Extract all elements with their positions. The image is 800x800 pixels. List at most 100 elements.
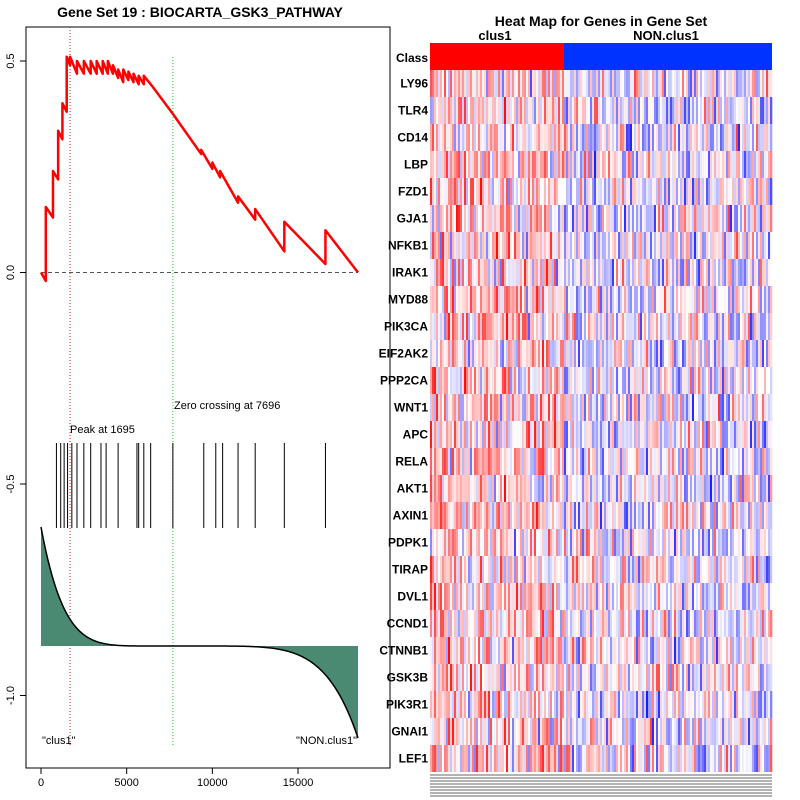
heatmap-cell xyxy=(650,232,653,259)
heatmap-cell xyxy=(440,232,443,259)
heatmap-cell xyxy=(446,718,449,745)
heatmap-cell xyxy=(532,151,535,178)
heatmap-cell xyxy=(466,502,469,529)
heatmap-cell xyxy=(504,232,507,259)
heatmap-cell xyxy=(702,205,705,232)
heatmap-cell xyxy=(554,529,557,556)
heatmap-cell xyxy=(600,529,603,556)
heatmap-cell xyxy=(640,259,643,286)
heatmap-cell xyxy=(576,421,579,448)
heatmap-cell xyxy=(658,421,661,448)
heatmap-cell xyxy=(582,340,585,367)
heatmap-cell xyxy=(722,70,725,97)
heatmap-cell xyxy=(762,286,765,313)
heatmap-cell xyxy=(730,151,733,178)
heatmap-cell xyxy=(658,178,661,205)
heatmap-cell xyxy=(658,394,661,421)
heatmap-cell xyxy=(568,583,571,610)
heatmap-cell xyxy=(640,205,643,232)
heatmap-cell xyxy=(534,313,537,340)
heatmap-cell xyxy=(680,556,683,583)
heatmap-cell xyxy=(630,286,633,313)
heatmap-cell xyxy=(578,232,581,259)
heatmap-cell xyxy=(536,664,539,691)
heatmap-cell xyxy=(576,448,579,475)
heatmap-cell xyxy=(708,232,711,259)
heatmap-cell xyxy=(448,205,451,232)
heatmap-cell xyxy=(754,529,757,556)
heatmap-cell xyxy=(728,556,731,583)
heatmap-cell xyxy=(536,583,539,610)
heatmap-cell xyxy=(684,475,687,502)
heatmap-cell xyxy=(766,583,769,610)
heatmap-cell xyxy=(560,232,563,259)
heatmap-cell xyxy=(568,259,571,286)
heatmap-cell xyxy=(484,421,487,448)
heatmap-cell xyxy=(722,502,725,529)
heatmap-cell xyxy=(584,718,587,745)
heatmap-cell xyxy=(454,529,457,556)
heatmap-cell xyxy=(434,178,437,205)
heatmap-cell xyxy=(770,313,773,340)
heatmap-cell xyxy=(616,286,619,313)
heatmap-cell xyxy=(628,232,631,259)
heatmap-cell xyxy=(442,691,445,718)
heatmap-cell xyxy=(706,286,709,313)
heatmap-cell xyxy=(448,556,451,583)
heatmap-cell xyxy=(484,97,487,124)
heatmap-cell xyxy=(720,610,723,637)
heatmap-cell xyxy=(430,97,433,124)
heatmap-cell xyxy=(510,583,513,610)
heatmap-cell xyxy=(720,502,723,529)
heatmap-cell xyxy=(682,583,685,610)
heatmap-cell xyxy=(724,151,727,178)
heatmap-cell xyxy=(604,232,607,259)
heatmap-cell xyxy=(766,178,769,205)
heatmap-cell xyxy=(654,367,657,394)
heatmap-cell xyxy=(466,583,469,610)
heatmap-cell xyxy=(724,475,727,502)
heatmap-cell xyxy=(456,286,459,313)
heatmap-cell xyxy=(694,97,697,124)
heatmap-cell xyxy=(630,340,633,367)
heatmap-cell xyxy=(522,178,525,205)
heatmap-cell xyxy=(520,97,523,124)
heatmap-cell xyxy=(570,421,573,448)
heatmap-cell xyxy=(648,178,651,205)
heatmap-cell xyxy=(676,529,679,556)
heatmap-cell xyxy=(700,286,703,313)
heatmap-cell xyxy=(532,718,535,745)
heatmap-cell xyxy=(594,448,597,475)
heatmap-cell xyxy=(726,286,729,313)
heatmap-cell xyxy=(672,637,675,664)
heatmap-cell xyxy=(758,286,761,313)
heatmap-cell xyxy=(490,475,493,502)
heatmap-cell xyxy=(452,124,455,151)
heatmap-cell xyxy=(708,556,711,583)
heatmap-cell xyxy=(638,664,641,691)
heatmap-cell xyxy=(686,583,689,610)
heatmap-cell xyxy=(694,313,697,340)
heatmap-cell xyxy=(450,205,453,232)
heatmap-cell xyxy=(452,178,455,205)
heatmap-cell xyxy=(608,556,611,583)
heatmap-cell xyxy=(558,394,561,421)
heatmap-cell xyxy=(546,745,549,772)
heatmap-cell xyxy=(694,259,697,286)
heatmap-cell xyxy=(692,691,695,718)
heatmap-cell xyxy=(610,340,613,367)
heatmap-cell xyxy=(770,718,773,745)
heatmap-cell xyxy=(472,556,475,583)
heatmap-cell xyxy=(602,367,605,394)
heatmap-cell xyxy=(742,448,745,475)
heatmap-cell xyxy=(516,286,519,313)
heatmap-cell xyxy=(608,610,611,637)
heatmap-cell xyxy=(500,313,503,340)
heatmap-cell xyxy=(766,502,769,529)
heatmap-cell xyxy=(704,637,707,664)
heatmap-cell xyxy=(620,151,623,178)
heatmap-cell xyxy=(574,205,577,232)
heatmap-cell xyxy=(554,664,557,691)
heatmap-cell xyxy=(592,367,595,394)
heatmap-cell xyxy=(444,259,447,286)
